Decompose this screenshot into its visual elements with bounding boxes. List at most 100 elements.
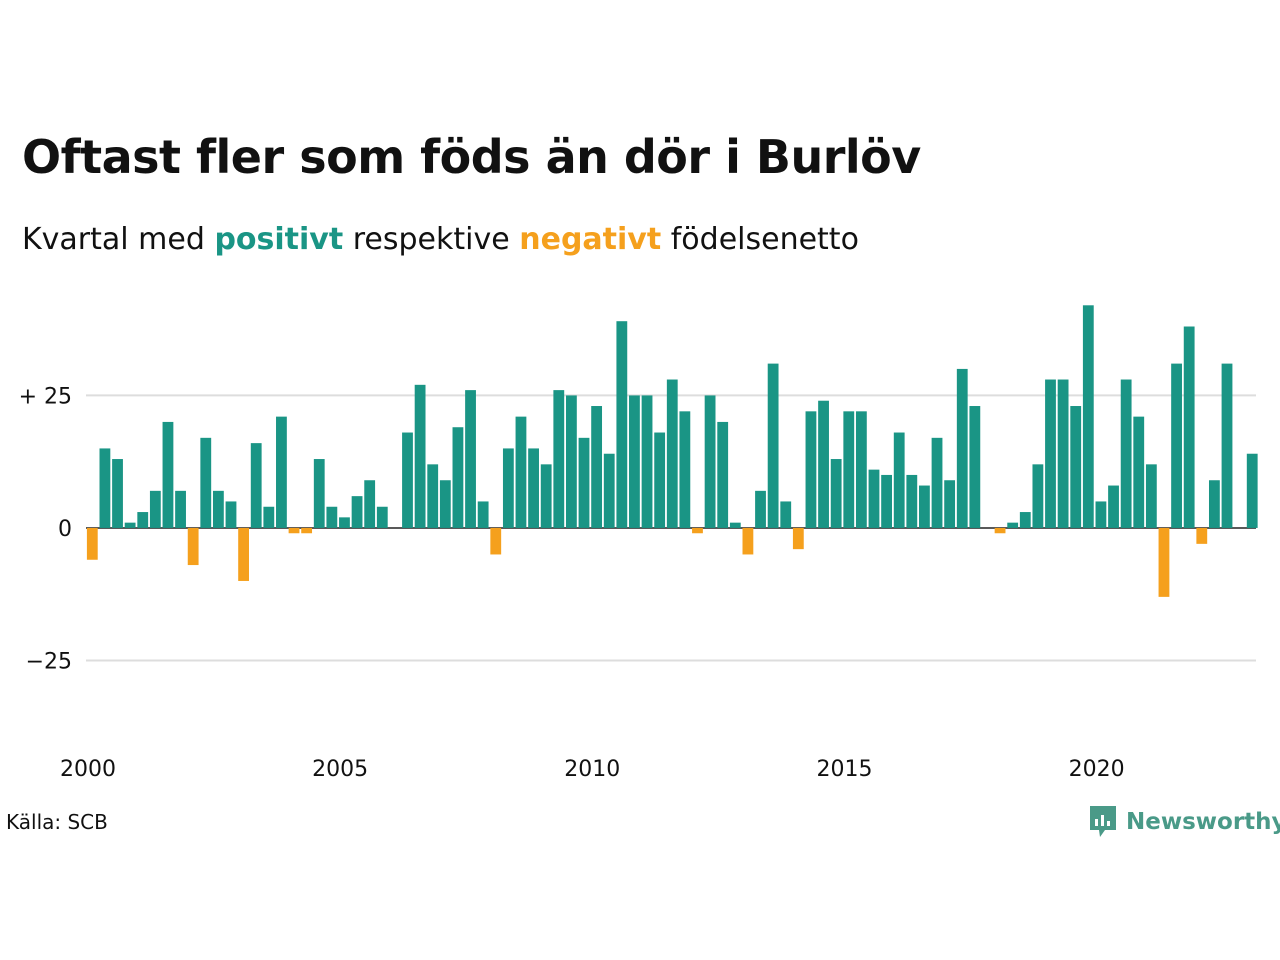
bar-positive: [439, 480, 451, 528]
subtitle-middle: respektive: [352, 222, 510, 257]
bar-positive: [1208, 480, 1220, 528]
bar-positive: [351, 496, 363, 528]
bar-positive: [603, 453, 615, 528]
chart-subtitle: Kvartal med positivt respektive negativt…: [22, 222, 859, 257]
bar-positive: [427, 464, 439, 528]
bar-positive: [704, 395, 716, 528]
bar-positive: [1007, 522, 1019, 528]
bar-positive: [629, 395, 640, 528]
bar-positive: [931, 437, 943, 528]
bar-positive: [326, 506, 338, 528]
bar-positive: [540, 464, 552, 528]
bar-positive: [465, 390, 476, 528]
bar-positive: [414, 384, 426, 528]
bar-positive: [1108, 485, 1119, 528]
bar-positive: [200, 437, 212, 528]
x-tick-label: 2005: [312, 757, 368, 782]
bar-positive: [654, 432, 666, 528]
bar-negative: [1196, 527, 1208, 544]
bar-positive: [818, 400, 829, 528]
bar-positive: [1019, 512, 1031, 528]
bar-positive: [919, 485, 930, 528]
bar-positive: [112, 459, 123, 528]
subtitle-positive-word: positivt: [214, 222, 344, 257]
bar-positive: [1246, 453, 1258, 528]
bar-positive: [137, 512, 149, 528]
bar-positive: [1057, 379, 1069, 528]
bar-negative: [994, 527, 1006, 534]
bar-positive: [780, 501, 792, 528]
bars: [86, 305, 1258, 597]
bar-positive: [805, 411, 817, 528]
x-tick-label: 2015: [816, 757, 872, 782]
bar-positive: [1133, 416, 1145, 528]
bar-positive: [1095, 501, 1107, 528]
bar-positive: [175, 490, 186, 528]
bar-positive: [944, 480, 956, 528]
bar-positive: [553, 390, 565, 528]
bar-positive: [767, 363, 779, 528]
bar-positive: [843, 411, 855, 528]
bar-negative: [692, 527, 703, 534]
bar-positive: [1221, 363, 1233, 528]
x-tick-label: 2020: [1069, 757, 1125, 782]
bar-positive: [868, 469, 880, 528]
bar-negative: [238, 527, 249, 581]
bar-positive: [99, 448, 111, 528]
bar-positive: [1032, 464, 1044, 528]
bar-positive: [578, 437, 590, 528]
bar-negative: [301, 527, 313, 534]
bar-chart: + 25 0 −25 2000 2005 2010 2015 2020: [19, 305, 1258, 782]
bar-negative: [288, 527, 300, 534]
bar-negative: [490, 527, 502, 555]
subtitle-suffix: födelsenetto: [670, 222, 859, 257]
bar-positive: [679, 411, 691, 528]
bar-negative: [86, 527, 98, 560]
bar-positive: [591, 406, 603, 528]
bar-positive: [313, 459, 325, 528]
bar-positive: [565, 395, 577, 528]
bar-positive: [855, 411, 867, 528]
bar-positive: [666, 379, 678, 528]
bar-positive: [124, 522, 136, 528]
bar-positive: [452, 427, 464, 528]
bar-positive: [1183, 326, 1195, 528]
bar-positive: [225, 501, 237, 528]
x-tick-label: 2000: [60, 757, 116, 782]
bar-positive: [250, 443, 262, 528]
bar-positive: [502, 448, 514, 528]
bar-negative: [742, 527, 754, 555]
bar-positive: [263, 506, 275, 528]
bar-positive: [376, 506, 388, 528]
bar-positive: [881, 474, 892, 528]
bar-positive: [339, 517, 350, 528]
bar-positive: [1045, 379, 1056, 528]
bar-positive: [162, 421, 174, 528]
bar-positive: [1070, 406, 1082, 528]
bar-positive: [149, 490, 161, 528]
chart-title: Oftast fler som föds än dör i Burlöv: [22, 130, 921, 184]
bar-positive: [1171, 363, 1182, 528]
bar-positive: [515, 416, 527, 528]
bar-positive: [906, 474, 918, 528]
bar-positive: [1082, 305, 1094, 528]
bar-positive: [641, 395, 653, 528]
bar-positive: [364, 480, 376, 528]
y-tick-label: −25: [26, 649, 72, 674]
bar-positive: [830, 459, 842, 528]
y-tick-label: + 25: [19, 384, 72, 409]
bar-positive: [956, 368, 968, 528]
source-note: Källa: SCB: [6, 810, 108, 834]
bar-positive: [1120, 379, 1132, 528]
newsworthy-logo-icon: [1090, 806, 1116, 837]
bar-positive: [893, 432, 905, 528]
x-tick-label: 2010: [564, 757, 620, 782]
subtitle-prefix: Kvartal med: [22, 222, 205, 257]
newsworthy-logo: Newsworthy: [1088, 804, 1280, 840]
y-tick-label: 0: [58, 517, 72, 542]
bar-positive: [402, 432, 413, 528]
bar-positive: [276, 416, 287, 528]
brand-name: Newsworthy: [1126, 809, 1280, 835]
axis-labels: + 25 0 −25 2000 2005 2010 2015 2020: [19, 384, 1125, 782]
bar-positive: [477, 501, 489, 528]
